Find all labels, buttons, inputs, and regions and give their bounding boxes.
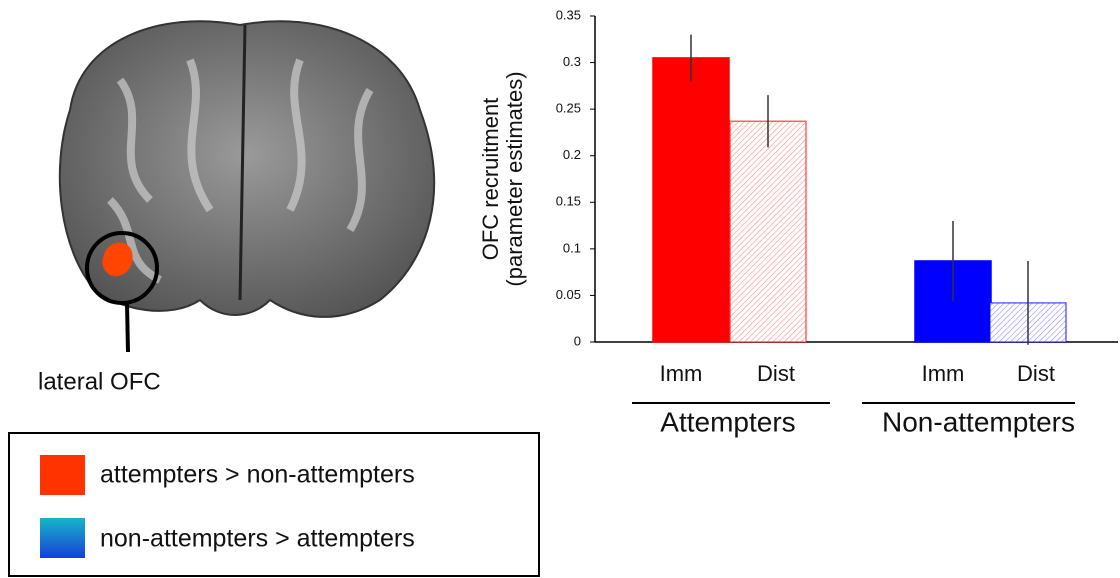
legend-swatch bbox=[40, 455, 85, 495]
y-axis-label: (parameter estimates) bbox=[502, 71, 527, 286]
legend: attempters > non-attempters non-attempte… bbox=[9, 433, 539, 576]
brain-image bbox=[60, 21, 434, 352]
x-tick-label: Imm bbox=[922, 361, 965, 386]
x-tick-label: Dist bbox=[1017, 361, 1055, 386]
group-label: Non-attempters bbox=[882, 406, 1075, 437]
figure: lateral OFC attempters > non-attempters … bbox=[0, 0, 1120, 578]
y-tick-label: 0.2 bbox=[563, 147, 581, 162]
y-tick-label: 0 bbox=[574, 333, 581, 348]
legend-label: non-attempters > attempters bbox=[100, 525, 415, 553]
y-tick-label: 0.35 bbox=[556, 7, 581, 22]
legend-swatch bbox=[40, 518, 85, 558]
brain-label: lateral OFC bbox=[38, 368, 161, 395]
y-tick-label: 0.25 bbox=[556, 101, 581, 116]
legend-label: attempters > non-attempters bbox=[100, 461, 415, 489]
y-tick-label: 0.1 bbox=[563, 240, 581, 255]
group-label: Attempters bbox=[660, 406, 795, 437]
bar bbox=[730, 121, 806, 342]
legend-box bbox=[9, 433, 539, 576]
y-tick-label: 0.3 bbox=[563, 54, 581, 69]
bar bbox=[653, 58, 729, 342]
y-tick-label: 0.05 bbox=[556, 287, 581, 302]
x-tick-label: Dist bbox=[757, 361, 795, 386]
y-tick-label: 0.15 bbox=[556, 194, 581, 209]
y-axis-label: OFC recruitment bbox=[478, 98, 503, 261]
bar-chart: 0 0.05 0.1 0.15 0.2 0.25 0.3 0.35 OFC recruitmen… bbox=[478, 7, 1118, 437]
x-tick-label: Imm bbox=[660, 361, 703, 386]
